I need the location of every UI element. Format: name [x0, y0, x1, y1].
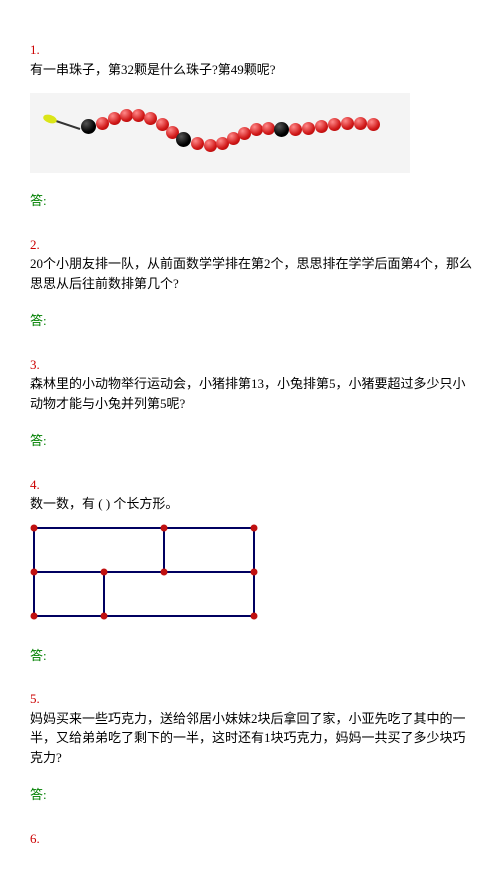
bead-red [132, 109, 145, 122]
bead-red [120, 109, 133, 122]
bead-black [274, 122, 289, 137]
bead-red [262, 122, 275, 135]
bead-black [176, 132, 191, 147]
bead-red [328, 118, 341, 131]
bead-red [367, 118, 380, 131]
vertex-dot [101, 568, 108, 575]
question-text: 森林里的小动物举行运动会，小猪排第13，小兔排第5，小猪要超过多少只小动物才能与… [30, 374, 472, 413]
vertex-dot [251, 612, 258, 619]
question-text: 有一串珠子，第32颗是什么珠子?第49颗呢? [30, 60, 472, 80]
question-number: 6. [30, 829, 472, 849]
answer-label: 答: [30, 646, 472, 666]
rectangle-svg [32, 526, 256, 618]
problem-6: 6. [30, 829, 472, 849]
bead-red [96, 117, 109, 130]
bead-red [289, 123, 302, 136]
bead-red [144, 112, 157, 125]
vertex-dot [31, 612, 38, 619]
answer-label: 答: [30, 431, 472, 451]
question-text: 数一数，有 ( ) 个长方形。 [30, 494, 472, 514]
question-text: 妈妈买来一些巧克力，送给邻居小妹妹2块后拿回了家，小亚先吃了其中的一半，又给弟弟… [30, 709, 472, 768]
bead-red [341, 117, 354, 130]
bead-red [315, 120, 328, 133]
vertex-dot [101, 612, 108, 619]
answer-label: 答: [30, 785, 472, 805]
bead-red [191, 137, 204, 150]
vertex-dot [161, 568, 168, 575]
problem-1: 1. 有一串珠子，第32颗是什么珠子?第49颗呢? 答: [30, 40, 472, 211]
question-number: 3. [30, 355, 472, 375]
beads-figure [30, 93, 472, 173]
problem-4: 4. 数一数，有 ( ) 个长方形。 答: [30, 475, 472, 666]
vertex-dot [161, 524, 168, 531]
question-number: 2. [30, 235, 472, 255]
bead-red [250, 123, 263, 136]
vertex-dot [251, 524, 258, 531]
problem-3: 3. 森林里的小动物举行运动会，小猪排第13，小兔排第5，小猪要超过多少只小动物… [30, 355, 472, 451]
bead-red [238, 127, 251, 140]
bead-black [81, 119, 96, 134]
bead-red [108, 112, 121, 125]
problem-5: 5. 妈妈买来一些巧克力，送给邻居小妹妹2块后拿回了家，小亚先吃了其中的一半，又… [30, 689, 472, 805]
answer-label: 答: [30, 191, 472, 211]
question-number: 1. [30, 40, 472, 60]
bead-red [204, 139, 217, 152]
vertex-dot [251, 568, 258, 575]
bead-red [354, 117, 367, 130]
vertex-dot [31, 568, 38, 575]
problem-2: 2. 20个小朋友排一队，从前面数学学排在第2个，思思排在学学后面第4个，那么思… [30, 235, 472, 331]
answer-label: 答: [30, 311, 472, 331]
question-number: 4. [30, 475, 472, 495]
question-text: 20个小朋友排一队，从前面数学学排在第2个，思思排在学学后面第4个，那么思思从后… [30, 254, 472, 293]
vertex-dot [31, 524, 38, 531]
question-number: 5. [30, 689, 472, 709]
bead-red [302, 122, 315, 135]
rectangle-figure [30, 528, 472, 628]
